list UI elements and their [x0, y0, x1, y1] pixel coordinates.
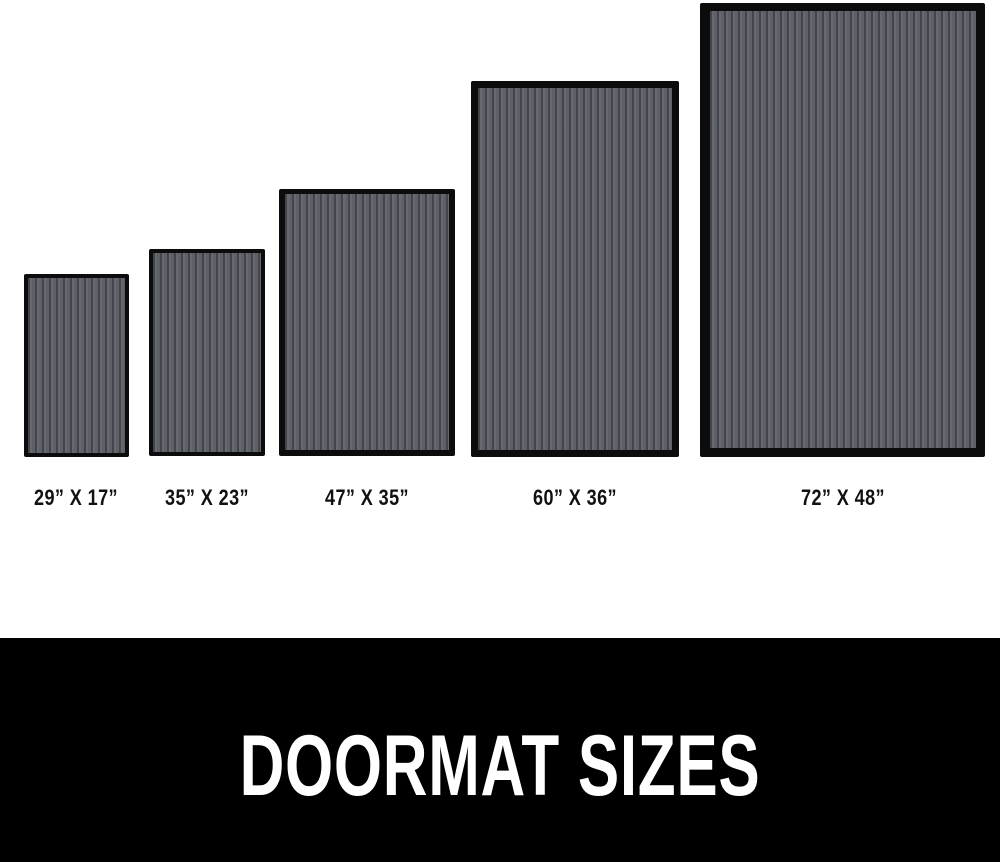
size-label-29x17: 29” X 17”	[34, 485, 118, 510]
doormat-60x36	[471, 81, 679, 457]
mat-pile	[28, 278, 125, 453]
size-label-47x35: 47” X 35”	[325, 485, 409, 510]
size-label-72x48: 72” X 48”	[801, 485, 885, 510]
mat-pile	[153, 253, 261, 452]
mat-pile	[710, 11, 976, 448]
doormat-47x35	[279, 189, 455, 456]
mat-pile	[478, 88, 672, 450]
size-label-35x23: 35” X 23”	[165, 485, 249, 510]
title-banner	[0, 638, 1000, 862]
size-label-60x36: 60” X 36”	[533, 485, 617, 510]
doormat-35x23	[149, 249, 265, 456]
doormat-72x48	[700, 3, 985, 457]
mat-pile	[285, 194, 449, 450]
banner-title: DOORMAT SIZES	[239, 718, 761, 814]
doormat-29x17	[24, 274, 129, 457]
